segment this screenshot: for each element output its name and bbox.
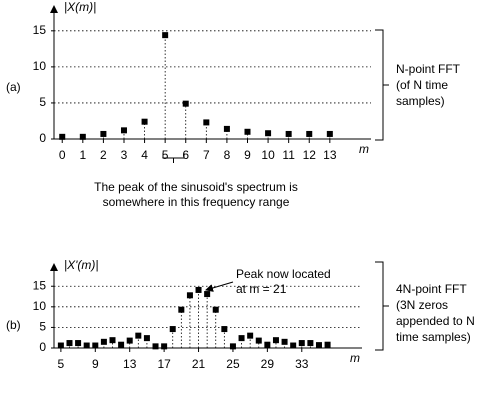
x-tick-label: 25 — [226, 357, 240, 371]
x-tick-label: 13 — [123, 357, 137, 371]
marker — [315, 342, 322, 349]
marker — [247, 332, 254, 339]
annotation: somewhere in this frequency range — [103, 195, 290, 209]
marker — [162, 32, 169, 39]
y-axis-label: |X'(m)| — [64, 258, 99, 272]
marker — [298, 340, 305, 347]
marker — [223, 125, 230, 132]
x-tick-label: 13 — [323, 148, 337, 162]
marker — [120, 127, 127, 134]
marker — [100, 130, 107, 137]
marker — [141, 118, 148, 125]
marker — [229, 343, 236, 350]
side-bracket — [375, 29, 389, 141]
y-tick-label: 10 — [33, 299, 47, 313]
marker — [204, 291, 211, 298]
marker — [186, 292, 193, 299]
x-tick-label: 10 — [261, 148, 275, 162]
marker — [182, 100, 189, 107]
range-bracket — [162, 153, 185, 163]
marker — [118, 341, 125, 348]
marker — [306, 130, 313, 137]
marker — [92, 342, 99, 349]
x-tick-label: 9 — [92, 357, 99, 371]
x-tick-label: 9 — [244, 148, 251, 162]
y-tick-label: 5 — [39, 95, 46, 109]
marker — [100, 338, 107, 345]
x-tick-label: 5 — [162, 148, 169, 162]
marker — [272, 337, 279, 344]
bracket-text: appended to N — [396, 314, 475, 328]
marker — [83, 342, 90, 349]
bracket-text: time samples) — [396, 330, 471, 344]
x-tick-label: 11 — [282, 148, 295, 162]
marker — [212, 306, 219, 313]
marker — [75, 340, 82, 347]
x-tick-label: 17 — [157, 357, 171, 371]
marker — [255, 337, 262, 344]
marker — [281, 338, 288, 345]
marker — [169, 326, 176, 333]
x-tick-label: 8 — [224, 148, 231, 162]
annotation: Peak now located — [236, 267, 331, 281]
bracket-text: (of N time — [396, 78, 448, 92]
marker — [307, 340, 314, 347]
annotation: at m = 21 — [236, 282, 287, 296]
panel-label: (a) — [6, 80, 21, 94]
y-axis-label: |X(m)| — [64, 0, 96, 14]
y-tick-label: 15 — [33, 278, 47, 292]
x-tick-label: 33 — [295, 357, 309, 371]
marker — [57, 342, 64, 349]
panel-label: (b) — [6, 318, 21, 332]
marker — [238, 335, 245, 342]
x-tick-label: 0 — [59, 148, 66, 162]
x-tick-label: 3 — [121, 148, 128, 162]
x-tick-label: 6 — [182, 148, 189, 162]
marker — [324, 341, 331, 348]
marker — [126, 337, 133, 344]
x-tick-label: 7 — [203, 148, 210, 162]
marker — [203, 119, 210, 126]
marker — [264, 341, 271, 348]
marker — [195, 286, 202, 293]
bracket-text: N-point FFT — [396, 62, 461, 76]
x-tick-label: 1 — [79, 148, 86, 162]
marker — [135, 332, 142, 339]
marker — [59, 133, 66, 140]
bracket-text: (3N zeros — [396, 298, 448, 312]
marker — [326, 130, 333, 137]
marker — [265, 130, 272, 137]
x-axis-label: m — [350, 351, 360, 365]
x-tick-label: 5 — [58, 357, 65, 371]
side-bracket — [375, 261, 389, 351]
marker — [143, 335, 150, 342]
marker — [290, 342, 297, 349]
y-tick-label: 15 — [33, 23, 47, 37]
marker — [109, 337, 116, 344]
marker — [79, 133, 86, 140]
marker — [178, 306, 185, 313]
annotation: The peak of the sinusoid's spectrum is — [94, 180, 298, 194]
marker — [244, 128, 251, 135]
y-tick-label: 0 — [39, 131, 46, 145]
x-tick-label: 12 — [303, 148, 317, 162]
marker — [161, 343, 168, 350]
y-tick-label: 10 — [33, 59, 47, 73]
bracket-text: samples) — [396, 94, 445, 108]
marker — [66, 340, 73, 347]
x-tick-label: 2 — [100, 148, 107, 162]
marker — [221, 326, 228, 333]
marker — [152, 343, 159, 350]
x-tick-label: 29 — [261, 357, 275, 371]
y-tick-label: 5 — [39, 320, 46, 334]
marker — [285, 130, 292, 137]
x-tick-label: 21 — [192, 357, 206, 371]
y-tick-label: 0 — [39, 340, 46, 354]
x-tick-label: 4 — [141, 148, 148, 162]
x-axis-label: m — [359, 142, 369, 156]
bracket-text: 4N-point FFT — [396, 282, 467, 296]
